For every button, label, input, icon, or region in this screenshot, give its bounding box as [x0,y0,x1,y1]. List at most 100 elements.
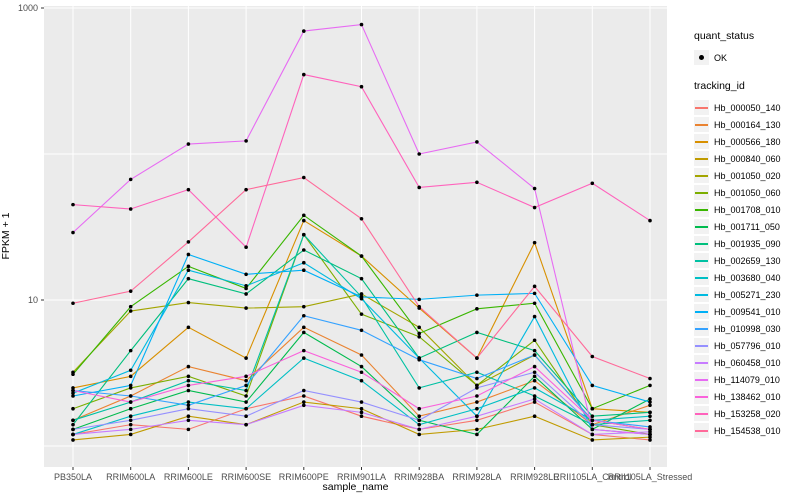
data-point [590,427,595,432]
data-point [532,386,537,390]
data-point [532,205,537,210]
data-point [302,348,306,353]
y-tick-label: 1000 [18,3,38,13]
data-point [590,406,595,411]
data-point [71,406,75,411]
data-point [128,309,133,313]
data-point [532,291,537,296]
y-axis-title: FPKM + 1 [0,212,12,260]
data-point [302,304,306,309]
data-point [71,427,75,432]
data-point [302,313,306,318]
data-point [359,370,364,375]
data-point [475,406,479,411]
data-point [475,370,479,375]
data-point [186,427,191,432]
data-point [648,218,652,223]
data-point [302,72,306,77]
data-point [128,177,133,182]
legend-entry-label: Hb_000840_060 [714,153,781,164]
legend-entry: Hb_154538_010 [694,422,781,439]
data-point [475,383,479,388]
legend-key-line-icon [695,191,708,194]
data-point [71,388,75,393]
legend-entry-label: Hb_001935_090 [714,238,781,249]
legend-entry: Hb_003680_040 [694,269,781,286]
data-point [590,354,595,359]
y-tick-label: 10 [28,295,38,305]
legend-key-swatch [694,151,709,166]
data-point [417,357,422,362]
data-point [359,254,364,258]
data-point [648,403,652,408]
data-point [244,245,248,249]
legend-entry: Hb_001050_020 [694,167,781,184]
data-point [302,325,306,330]
data-point [359,22,364,27]
legend-entry-label: Hb_114079_010 [714,374,780,385]
legend-entry: Hb_000050_140 [694,99,781,116]
data-point [359,295,364,299]
data-point [186,142,191,146]
data-point [417,334,422,339]
legend-key-line-icon [695,242,708,245]
data-point [648,383,652,388]
legend-entry-label: Hb_003680_040 [714,272,781,283]
legend-quant-status-title: quant_status [694,30,755,42]
data-point [128,400,133,404]
data-point [302,403,306,408]
data-point [302,388,306,393]
legend-key-line-icon [695,106,708,109]
data-point [186,414,191,418]
data-point [532,414,537,418]
data-point [532,364,537,369]
data-point [359,328,364,333]
data-point [475,356,479,360]
data-point [648,376,652,381]
data-point [71,438,75,442]
data-point [302,213,306,218]
data-point [186,374,191,379]
data-point [302,330,306,335]
data-point [128,207,133,211]
legend-key-line-icon [695,293,708,296]
legend-key-line-icon [695,361,708,364]
legend-key-swatch [694,253,709,268]
data-point [186,240,191,244]
data-point [186,300,191,305]
data-point [186,406,191,411]
data-point [302,400,306,404]
legend-entry: Hb_000840_060 [694,150,781,167]
data-point [648,410,652,415]
data-point [186,418,191,423]
data-point [186,364,191,369]
legend-entry-label: Hb_005271_230 [714,289,781,300]
legend-key-swatch [694,304,709,319]
data-point [648,430,652,434]
legend-entry-label: Hb_060458_010 [714,357,781,368]
legend-entry: Hb_060458_010 [694,354,781,371]
legend-entry: Hb_057796_010 [694,337,781,354]
data-point [128,422,133,427]
data-point [648,400,652,404]
legend-entry-label: Hb_138462_010 [714,391,781,402]
legend-key-swatch [694,50,709,65]
data-point [417,304,422,309]
x-tick-label: RRIM928LA [452,472,501,482]
data-point [244,388,248,393]
legend-key-swatch [694,372,709,387]
legend-entry: Hb_138462_010 [694,388,781,405]
legend-key-line-icon [695,123,708,126]
data-point [475,180,479,185]
legend-key-line-icon [695,429,708,432]
legend-key-line-icon [695,259,708,262]
data-point [532,186,537,191]
data-point [128,394,133,398]
data-point [244,414,248,418]
data-point [302,218,306,223]
data-point [417,414,422,418]
x-tick-label: PB350LA [54,472,92,482]
data-point [244,272,248,277]
data-point [648,414,652,418]
